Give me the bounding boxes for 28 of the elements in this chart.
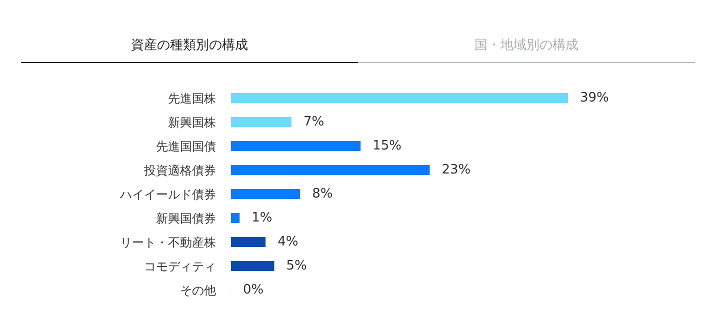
bar [231,165,430,175]
chart-title: 資産の種類別の構成 [21,36,358,63]
data-label: 5% [286,258,307,274]
bar [231,189,300,199]
data-label: 23% [442,162,471,178]
y-tick-label: 投資適格債券 [143,163,216,178]
y-tick-label: その他 [180,283,216,298]
bar [231,213,240,223]
y-tick-label: ハイイールド債券 [119,187,216,202]
bar [231,117,292,127]
y-tick-label: 先進国株 [168,91,216,106]
data-label: 1% [252,210,272,226]
data-label: 39% [580,90,609,106]
bar [231,261,274,271]
y-tick-label: 新興国株 [168,115,216,130]
data-label: 4% [278,234,298,250]
bar [231,93,568,103]
data-label: 7% [303,114,324,130]
y-tick-label: 先進国国債 [156,139,216,154]
data-label: 8% [312,186,333,202]
data-label: 0% [243,282,264,298]
text: 国・地域別の構成 [358,36,695,63]
y-tick-label: 新興国債券 [156,211,216,226]
y-tick-label: コモディティ [144,259,216,274]
bar [231,237,266,247]
data-label: 15% [372,138,402,154]
bar [231,141,361,151]
y-tick-label: リート・不動産株 [120,235,216,250]
